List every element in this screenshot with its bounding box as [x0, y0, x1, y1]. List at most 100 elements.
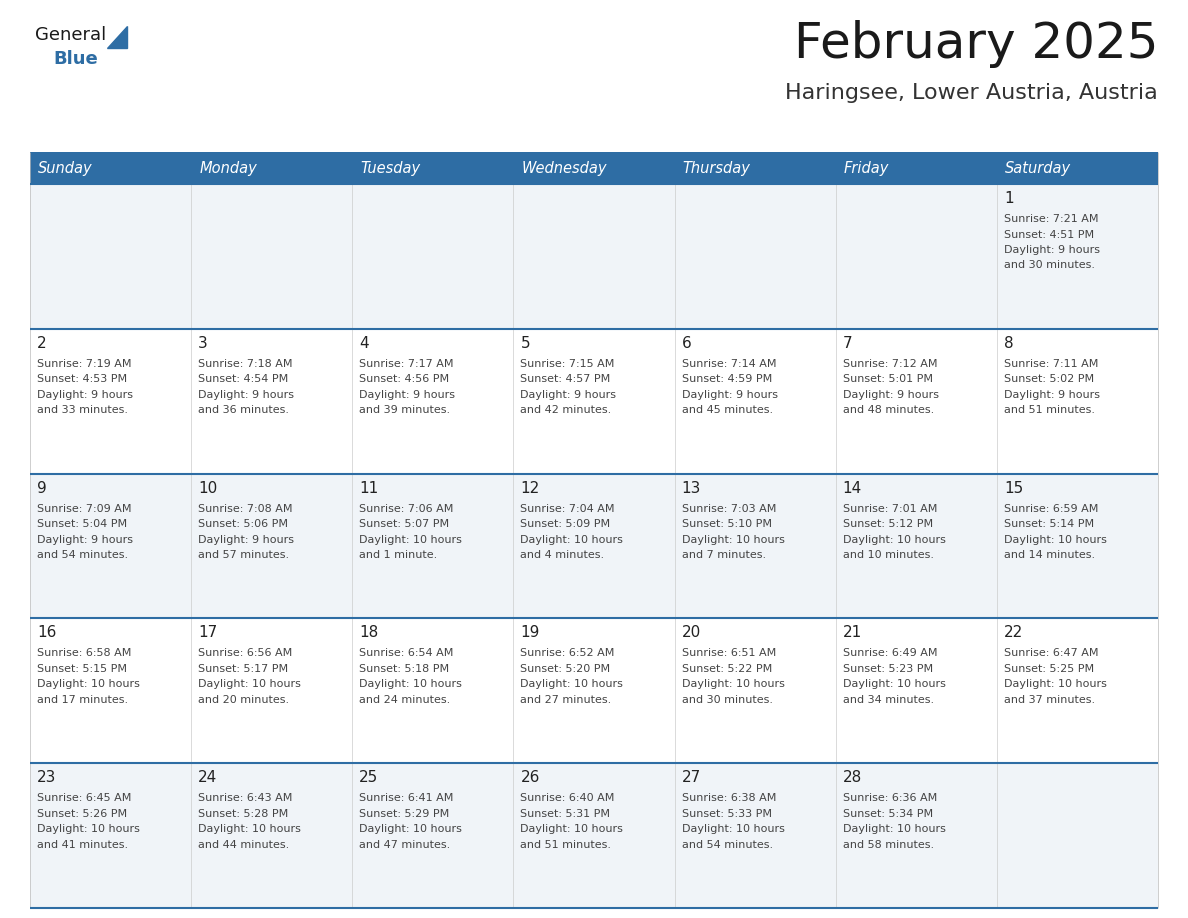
Text: Sunset: 4:54 PM: Sunset: 4:54 PM [198, 375, 289, 385]
Text: Saturday: Saturday [1005, 162, 1072, 176]
Text: and 45 minutes.: and 45 minutes. [682, 406, 772, 415]
Text: 24: 24 [198, 770, 217, 785]
Text: Daylight: 10 hours: Daylight: 10 hours [1004, 534, 1107, 544]
Text: 5: 5 [520, 336, 530, 351]
Text: and 51 minutes.: and 51 minutes. [1004, 406, 1095, 415]
Text: Sunset: 5:34 PM: Sunset: 5:34 PM [842, 809, 933, 819]
Text: and 17 minutes.: and 17 minutes. [37, 695, 128, 705]
Text: Sunset: 5:12 PM: Sunset: 5:12 PM [842, 519, 933, 529]
Text: Sunrise: 7:11 AM: Sunrise: 7:11 AM [1004, 359, 1098, 369]
Text: Sunrise: 6:54 AM: Sunrise: 6:54 AM [359, 648, 454, 658]
Text: Haringsee, Lower Austria, Austria: Haringsee, Lower Austria, Austria [785, 83, 1158, 103]
Text: Sunrise: 7:04 AM: Sunrise: 7:04 AM [520, 504, 615, 513]
Text: Sunset: 5:20 PM: Sunset: 5:20 PM [520, 664, 611, 674]
Text: Daylight: 9 hours: Daylight: 9 hours [37, 390, 133, 400]
Text: 6: 6 [682, 336, 691, 351]
Text: 19: 19 [520, 625, 539, 641]
Text: and 4 minutes.: and 4 minutes. [520, 550, 605, 560]
Text: Daylight: 9 hours: Daylight: 9 hours [842, 390, 939, 400]
Text: Sunset: 5:31 PM: Sunset: 5:31 PM [520, 809, 611, 819]
Text: 18: 18 [359, 625, 379, 641]
Text: and 37 minutes.: and 37 minutes. [1004, 695, 1095, 705]
Text: and 24 minutes.: and 24 minutes. [359, 695, 450, 705]
Bar [30, 152, 1158, 184]
Text: Sunset: 4:53 PM: Sunset: 4:53 PM [37, 375, 127, 385]
Text: 2: 2 [37, 336, 46, 351]
Text: Daylight: 10 hours: Daylight: 10 hours [359, 824, 462, 834]
Text: Sunrise: 6:56 AM: Sunrise: 6:56 AM [198, 648, 292, 658]
Text: and 44 minutes.: and 44 minutes. [198, 840, 290, 850]
Bar [30, 763, 1158, 908]
Text: 25: 25 [359, 770, 379, 785]
Text: Monday: Monday [200, 162, 257, 176]
Text: Sunset: 5:04 PM: Sunset: 5:04 PM [37, 519, 127, 529]
Text: Sunset: 4:59 PM: Sunset: 4:59 PM [682, 375, 772, 385]
Text: Sunset: 5:25 PM: Sunset: 5:25 PM [1004, 664, 1094, 674]
Text: 27: 27 [682, 770, 701, 785]
Text: Sunset: 5:33 PM: Sunset: 5:33 PM [682, 809, 771, 819]
Text: 8: 8 [1004, 336, 1013, 351]
Text: Sunrise: 7:15 AM: Sunrise: 7:15 AM [520, 359, 615, 369]
Text: and 39 minutes.: and 39 minutes. [359, 406, 450, 415]
Text: Daylight: 10 hours: Daylight: 10 hours [520, 824, 624, 834]
Text: 7: 7 [842, 336, 852, 351]
Text: Sunrise: 6:47 AM: Sunrise: 6:47 AM [1004, 648, 1099, 658]
Bar [30, 329, 1158, 474]
Text: Daylight: 9 hours: Daylight: 9 hours [198, 534, 295, 544]
Text: Sunset: 5:10 PM: Sunset: 5:10 PM [682, 519, 771, 529]
Text: Sunday: Sunday [38, 162, 93, 176]
Text: Sunset: 5:18 PM: Sunset: 5:18 PM [359, 664, 449, 674]
Text: Thursday: Thursday [683, 162, 751, 176]
Text: Sunset: 5:28 PM: Sunset: 5:28 PM [198, 809, 289, 819]
Text: 22: 22 [1004, 625, 1023, 641]
Text: Sunset: 5:17 PM: Sunset: 5:17 PM [198, 664, 289, 674]
Polygon shape [107, 26, 127, 48]
Text: 15: 15 [1004, 481, 1023, 496]
Text: Sunrise: 6:58 AM: Sunrise: 6:58 AM [37, 648, 132, 658]
Bar [30, 184, 1158, 329]
Text: Sunrise: 7:08 AM: Sunrise: 7:08 AM [198, 504, 292, 513]
Text: Sunrise: 7:03 AM: Sunrise: 7:03 AM [682, 504, 776, 513]
Text: Daylight: 9 hours: Daylight: 9 hours [1004, 390, 1100, 400]
Text: Daylight: 9 hours: Daylight: 9 hours [682, 390, 778, 400]
Text: Daylight: 10 hours: Daylight: 10 hours [359, 679, 462, 689]
Text: Daylight: 10 hours: Daylight: 10 hours [682, 824, 784, 834]
Text: 1: 1 [1004, 191, 1013, 206]
Text: Daylight: 10 hours: Daylight: 10 hours [1004, 679, 1107, 689]
Text: 20: 20 [682, 625, 701, 641]
Text: Blue: Blue [53, 50, 97, 68]
Text: and 10 minutes.: and 10 minutes. [842, 550, 934, 560]
Text: and 1 minute.: and 1 minute. [359, 550, 437, 560]
Text: 26: 26 [520, 770, 539, 785]
Text: and 33 minutes.: and 33 minutes. [37, 406, 128, 415]
Text: and 36 minutes.: and 36 minutes. [198, 406, 289, 415]
Text: 13: 13 [682, 481, 701, 496]
Text: Wednesday: Wednesday [522, 162, 607, 176]
Text: Sunset: 5:15 PM: Sunset: 5:15 PM [37, 664, 127, 674]
Text: Sunrise: 7:14 AM: Sunrise: 7:14 AM [682, 359, 776, 369]
Text: 17: 17 [198, 625, 217, 641]
Bar [30, 619, 1158, 763]
Text: 14: 14 [842, 481, 862, 496]
Text: Sunrise: 7:17 AM: Sunrise: 7:17 AM [359, 359, 454, 369]
Text: Sunrise: 6:51 AM: Sunrise: 6:51 AM [682, 648, 776, 658]
Text: and 47 minutes.: and 47 minutes. [359, 840, 450, 850]
Text: Sunset: 5:22 PM: Sunset: 5:22 PM [682, 664, 772, 674]
Text: Friday: Friday [843, 162, 889, 176]
Text: and 42 minutes.: and 42 minutes. [520, 406, 612, 415]
Text: Sunset: 5:02 PM: Sunset: 5:02 PM [1004, 375, 1094, 385]
Text: Sunset: 5:14 PM: Sunset: 5:14 PM [1004, 519, 1094, 529]
Text: Daylight: 10 hours: Daylight: 10 hours [37, 824, 140, 834]
Text: Daylight: 10 hours: Daylight: 10 hours [520, 679, 624, 689]
Text: Sunrise: 7:12 AM: Sunrise: 7:12 AM [842, 359, 937, 369]
Text: Sunset: 5:01 PM: Sunset: 5:01 PM [842, 375, 933, 385]
Text: Sunrise: 7:01 AM: Sunrise: 7:01 AM [842, 504, 937, 513]
Text: 11: 11 [359, 481, 379, 496]
Text: Daylight: 10 hours: Daylight: 10 hours [842, 534, 946, 544]
Bar [30, 474, 1158, 619]
Text: Sunrise: 7:09 AM: Sunrise: 7:09 AM [37, 504, 132, 513]
Text: Daylight: 10 hours: Daylight: 10 hours [682, 679, 784, 689]
Text: Sunrise: 6:40 AM: Sunrise: 6:40 AM [520, 793, 615, 803]
Text: Daylight: 10 hours: Daylight: 10 hours [842, 679, 946, 689]
Text: Sunrise: 7:19 AM: Sunrise: 7:19 AM [37, 359, 132, 369]
